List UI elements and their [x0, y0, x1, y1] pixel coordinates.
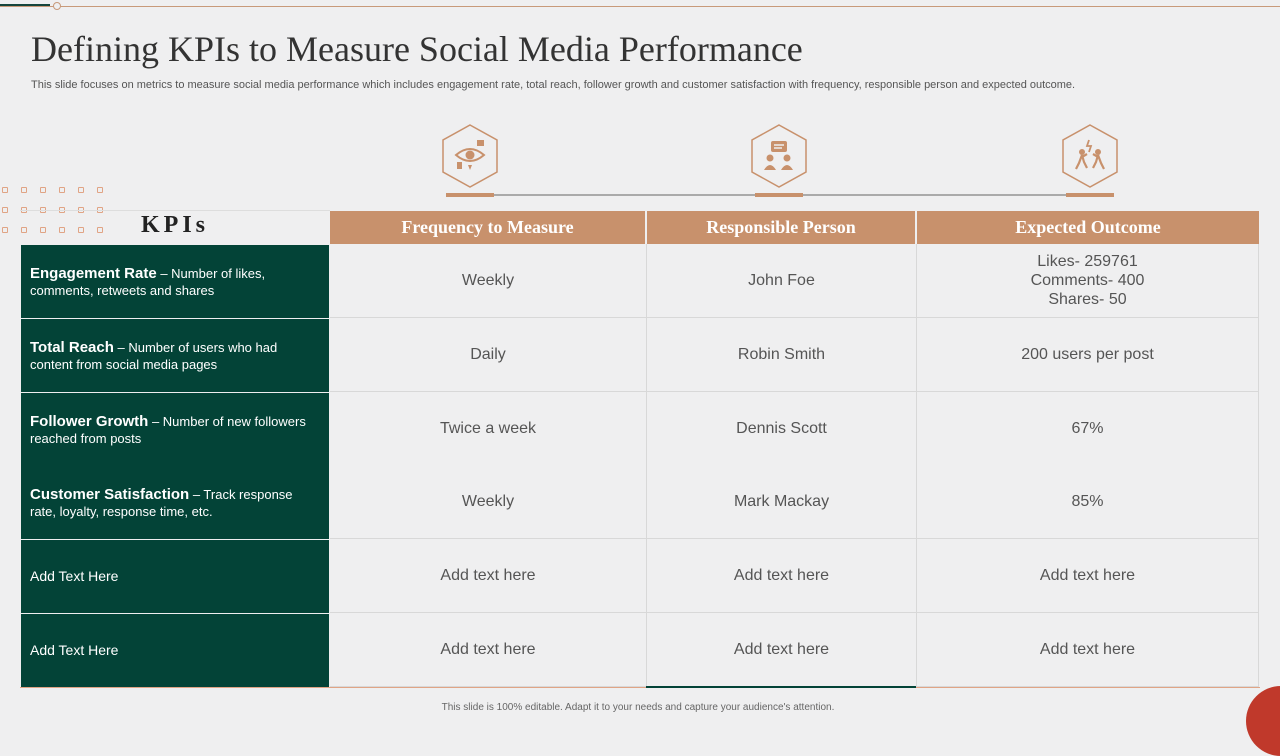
eye-gesture-icon — [440, 123, 500, 195]
team-discussion-icon — [749, 123, 809, 195]
cell-frequency: Add text here — [330, 613, 647, 687]
cell-responsible-person: Add text here — [647, 613, 917, 687]
icon-underline-bar — [755, 193, 803, 197]
kpi-text: Engagement Rate – Number of likes, comme… — [30, 265, 320, 299]
cell-text: Twice a week — [439, 420, 537, 437]
kpi-cell: Engagement Rate – Number of likes, comme… — [21, 245, 329, 318]
top-divider-line — [0, 6, 1280, 7]
kpi-text: Customer Satisfaction – Track response r… — [30, 486, 320, 520]
slide-title: Defining KPIs to Measure Social Media Pe… — [31, 29, 803, 69]
kpi-cell: Follower Growth – Number of new follower… — [21, 393, 329, 466]
cell-responsible-person: Robin Smith — [647, 318, 917, 392]
cell-text: Add text here — [733, 567, 830, 584]
kpi-header-rule — [20, 210, 330, 211]
kpi-text: Follower Growth – Number of new follower… — [30, 413, 320, 447]
kpi-name: Customer Satisfaction — [30, 485, 190, 503]
kpi-name: Engagement Rate — [30, 264, 157, 282]
cell-frequency: Twice a week — [330, 392, 647, 466]
cell-text: Daily — [470, 346, 506, 363]
top-accent-bar — [0, 4, 50, 7]
cell-expected-outcome: 85% — [917, 465, 1259, 539]
header-expected-outcome: Expected Outcome — [917, 211, 1259, 244]
cell-text: Add text here — [733, 641, 830, 658]
cell-text: 200 users per post — [1021, 346, 1154, 363]
slide-footer: This slide is 100% editable. Adapt it to… — [441, 702, 835, 713]
slide-subtitle: This slide focuses on metrics to measure… — [31, 79, 1076, 91]
kpi-text: Total Reach – Number of users who had co… — [30, 339, 320, 373]
kpi-description: – Number of likes, comments, retweets an… — [30, 265, 266, 298]
cell-responsible-person: Mark Mackay — [647, 465, 917, 539]
cell-text: 85% — [1071, 493, 1104, 510]
cell-text: 67% — [1071, 420, 1104, 437]
cell-text: Mark Mackay — [733, 493, 830, 510]
cell-frequency: Daily — [330, 318, 647, 392]
kpi-name: Follower Growth — [30, 412, 149, 430]
header-responsible-person: Responsible Person — [647, 211, 915, 244]
cell-text: Add text here — [440, 641, 536, 658]
kpi-text: Add Text Here — [30, 568, 118, 585]
header-frequency: Frequency to Measure — [330, 211, 645, 244]
cell-frequency: Weekly — [330, 465, 647, 539]
corner-decoration — [1246, 686, 1280, 756]
table-bottom-accent — [646, 686, 916, 688]
kpi-cell: Add Text Here — [21, 540, 329, 613]
cell-frequency: Add text here — [330, 539, 647, 613]
kpi-description: – Number of users who had content from s… — [30, 339, 278, 372]
kpi-name: Total Reach — [30, 338, 114, 356]
kpi-description: Add Text Here — [30, 642, 119, 658]
kpi-description: – Number of new followers reached from p… — [30, 413, 306, 446]
cell-text: Add text here — [1039, 567, 1136, 584]
cell-expected-outcome: 67% — [917, 392, 1259, 466]
kpi-cell: Add Text Here — [21, 614, 329, 687]
cell-text: Weekly — [461, 493, 515, 510]
cell-text: Add text here — [440, 567, 536, 584]
kpi-cell: Customer Satisfaction – Track response r… — [21, 466, 329, 539]
icon-underline-bar — [1066, 193, 1114, 197]
kpi-cell: Total Reach – Number of users who had co… — [21, 319, 329, 392]
cell-text: Dennis Scott — [736, 420, 827, 437]
top-divider-dot — [53, 2, 61, 10]
cell-expected-outcome: Add text here — [917, 613, 1259, 687]
cell-text: Robin Smith — [737, 346, 826, 363]
cell-frequency: Weekly — [330, 244, 647, 318]
kpi-description: Add Text Here — [30, 568, 119, 584]
cell-responsible-person: Dennis Scott — [647, 392, 917, 466]
achievement-people-icon — [1060, 123, 1120, 195]
cell-expected-outcome: 200 users per post — [917, 318, 1259, 392]
kpi-text: Add Text Here — [30, 642, 118, 659]
cell-text: Add text here — [1039, 641, 1136, 658]
cell-expected-outcome: Likes- 259761 Comments- 400 Shares- 50 — [917, 244, 1259, 318]
kpi-column-heading: KPIs — [141, 212, 210, 238]
cell-text: Weekly — [461, 272, 515, 289]
cell-text: Likes- 259761 Comments- 400 Shares- 50 — [1030, 253, 1145, 308]
cell-text: John Foe — [748, 272, 815, 289]
icon-underline-bar — [446, 193, 494, 197]
cell-responsible-person: John Foe — [647, 244, 917, 318]
cell-responsible-person: Add text here — [647, 539, 917, 613]
cell-expected-outcome: Add text here — [917, 539, 1259, 613]
kpi-description: – Track response rate, loyalty, response… — [30, 486, 293, 519]
table-bottom-rule — [20, 687, 1260, 688]
